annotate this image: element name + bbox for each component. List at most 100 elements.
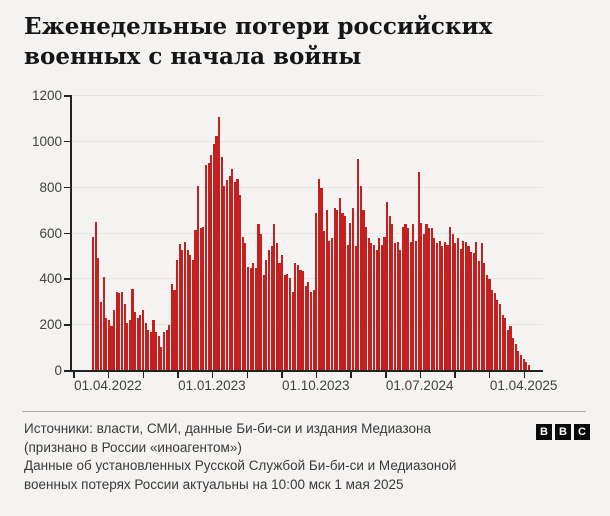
bar	[157, 335, 160, 370]
bar	[176, 260, 179, 370]
y-axis-tick	[64, 324, 70, 326]
weekly-losses-bar-chart: 0 200 400 600 800 1000 1200 01.04.2022 01.01.202…	[31, 89, 558, 393]
bar	[252, 263, 255, 370]
bar	[296, 264, 299, 370]
bar	[178, 243, 181, 370]
x-axis-label: 01.07.2024	[385, 378, 454, 393]
source-line: военных потерях России актуальны на 10:0…	[24, 476, 404, 492]
gridline	[70, 140, 543, 142]
y-axis-tick	[64, 232, 70, 234]
bar	[115, 292, 118, 370]
bar	[299, 270, 302, 370]
x-axis-tick	[419, 372, 422, 378]
bbc-logo-letter: B	[536, 424, 552, 440]
bar	[428, 227, 431, 370]
bar	[375, 249, 378, 370]
bar	[170, 284, 173, 370]
bar	[491, 289, 494, 370]
bar	[517, 350, 520, 370]
bar	[165, 329, 168, 370]
bar	[168, 325, 171, 370]
y-axis-label: 1000	[31, 133, 62, 149]
bar	[488, 279, 491, 370]
bar	[162, 332, 165, 370]
y-axis	[70, 95, 72, 372]
bar	[401, 226, 404, 370]
bar	[131, 288, 134, 370]
bar	[223, 185, 226, 370]
bar	[409, 241, 412, 370]
bar	[265, 260, 268, 370]
bar	[281, 255, 284, 370]
x-axis-label: 01.04.2025	[489, 378, 558, 393]
bar	[391, 224, 394, 370]
title-line-2: военных с начала войны	[24, 43, 362, 70]
bar	[438, 240, 441, 370]
bar	[357, 159, 360, 370]
bar	[249, 268, 252, 370]
bar	[110, 326, 113, 370]
x-axis-tick	[107, 372, 110, 378]
bar	[333, 208, 336, 370]
bar	[275, 242, 278, 370]
bar	[189, 255, 192, 370]
bar	[267, 249, 270, 370]
bar	[207, 162, 210, 370]
bar	[181, 249, 184, 370]
y-axis-tick	[64, 95, 70, 97]
bar	[420, 223, 423, 370]
bar	[215, 136, 218, 370]
bar	[496, 300, 499, 370]
bar	[522, 358, 525, 370]
bar	[380, 245, 383, 370]
bar	[204, 164, 207, 370]
bar	[454, 242, 457, 370]
bar	[257, 224, 260, 370]
bar	[288, 278, 291, 370]
bar	[260, 233, 263, 370]
bar	[480, 242, 483, 370]
bar	[194, 230, 197, 370]
bar	[210, 154, 213, 370]
bar	[254, 268, 257, 370]
bar	[273, 224, 276, 370]
bar	[396, 241, 399, 370]
y-axis-tick	[64, 370, 70, 372]
bar	[126, 323, 129, 370]
bar	[372, 245, 375, 370]
bar	[99, 302, 102, 370]
bar	[464, 241, 467, 370]
bar	[199, 227, 202, 370]
bar	[270, 246, 273, 370]
bar	[160, 347, 163, 370]
bar	[286, 273, 289, 370]
bar	[359, 185, 362, 370]
bar	[351, 208, 354, 370]
bar	[136, 318, 139, 370]
page-title: Еженедельные потери российских военных с …	[24, 12, 492, 72]
bar	[225, 179, 228, 370]
bbc-logo-letter: B	[555, 424, 571, 440]
bar	[404, 224, 407, 370]
gridline	[70, 186, 543, 188]
bbc-logo-letter: C	[574, 424, 590, 440]
bar	[183, 241, 186, 370]
bar	[147, 329, 150, 370]
bar	[123, 303, 126, 370]
bbc-logo: B B C	[536, 424, 590, 440]
y-axis-tick	[64, 278, 70, 280]
bar	[498, 303, 501, 370]
bar	[102, 277, 105, 370]
bar	[393, 242, 396, 370]
bar	[412, 224, 415, 370]
bar	[231, 169, 234, 370]
bar	[118, 293, 121, 370]
bar	[262, 274, 265, 370]
bar	[212, 144, 215, 370]
bar	[383, 237, 386, 370]
x-axis-tick	[315, 372, 318, 378]
bar	[92, 237, 95, 370]
bar	[128, 319, 131, 370]
x-axis-tick	[246, 372, 248, 378]
